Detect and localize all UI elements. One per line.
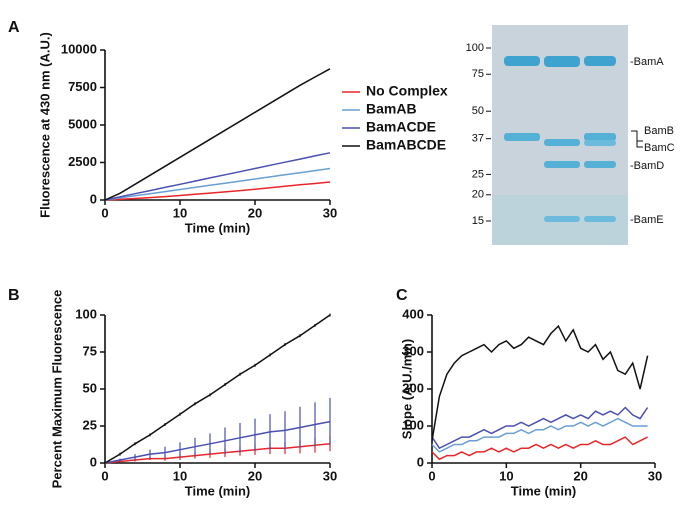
series-line [104, 420, 331, 464]
y-tick-label: 100 [75, 306, 97, 321]
series-line [104, 181, 331, 201]
marker-label: 25 [472, 168, 484, 180]
series-line [104, 68, 331, 201]
axis-line [431, 315, 655, 464]
marker-label: 50 [472, 105, 484, 117]
series-line [431, 324, 649, 441]
y-axis-title: Slope (A.U./min) [399, 339, 414, 439]
y-tick-label: 5000 [68, 116, 97, 131]
x-tick-label: 0 [428, 468, 435, 483]
y-tick-label: 50 [83, 380, 97, 395]
x-tick-label: 10 [173, 205, 187, 220]
x-tick-label: 0 [101, 468, 108, 483]
gel-image [492, 25, 643, 245]
x-axis-title: Time (min) [185, 220, 251, 235]
gel-band [584, 216, 616, 222]
y-axis-title: Percent Maximum Fluorescence [49, 290, 64, 489]
marker-label: 15 [472, 215, 484, 227]
marker-label: 100 [466, 42, 484, 54]
panel-label: A [8, 19, 20, 36]
band-label: -BamE [630, 214, 664, 226]
marker-label: 37 [472, 133, 484, 145]
y-tick-label: 25 [83, 417, 97, 432]
x-tick-label: 20 [248, 205, 262, 220]
x-axis-title: Time (min) [511, 483, 577, 498]
series-line [104, 443, 331, 464]
gel-band [544, 56, 580, 67]
x-tick-label: 10 [173, 468, 187, 483]
gel-band [544, 139, 580, 146]
y-tick-label: 100 [402, 417, 424, 432]
series-line [104, 152, 331, 201]
gel-band [584, 56, 616, 66]
series-line [431, 406, 649, 450]
band-label: -BamA [630, 56, 664, 68]
band-label: -BamD [630, 160, 664, 172]
panel-label: C [396, 287, 408, 304]
series-line [431, 417, 648, 453]
gel-band [504, 56, 540, 66]
band-label: BamB [644, 125, 674, 137]
y-tick-label: 0 [90, 191, 97, 206]
legend-label: BamAB [366, 101, 417, 117]
panel-label: B [8, 287, 20, 304]
gel-band [584, 140, 616, 146]
y-tick-label: 200 [402, 380, 424, 395]
x-tick-label: 30 [323, 468, 337, 483]
series-line [104, 167, 331, 201]
legend-label: BamABCDE [366, 137, 446, 153]
axis-line [104, 50, 330, 201]
x-tick-label: 20 [573, 468, 587, 483]
gel-band [584, 133, 616, 141]
y-tick-label: 7500 [68, 79, 97, 94]
x-tick-label: 20 [248, 468, 262, 483]
band-label: BamC [644, 142, 675, 154]
x-axis-title: Time (min) [185, 483, 251, 498]
gel-band [544, 161, 580, 168]
y-tick-label: 2500 [68, 154, 97, 169]
x-tick-label: 30 [323, 205, 337, 220]
y-tick-label: 400 [402, 306, 424, 321]
series-line [431, 436, 648, 461]
y-tick-label: 300 [402, 343, 424, 358]
x-tick-label: 30 [648, 468, 662, 483]
marker-label: 20 [472, 189, 484, 201]
series-line [104, 314, 331, 464]
gel-band [504, 133, 540, 141]
y-tick-label: 10000 [61, 41, 97, 56]
x-tick-label: 0 [101, 205, 108, 220]
bracket [631, 130, 643, 148]
x-tick-label: 10 [499, 468, 513, 483]
marker-label: 75 [472, 68, 484, 80]
gel-band [584, 161, 616, 168]
gel-band [544, 216, 580, 222]
y-tick-label: 0 [417, 454, 424, 469]
legend-label: No Complex [366, 83, 448, 99]
legend-label: BamACDE [366, 119, 436, 135]
y-tick-label: 0 [90, 454, 97, 469]
y-tick-label: 75 [83, 343, 97, 358]
y-axis-title: Fluorescence at 430 nm (A.U.) [37, 32, 52, 218]
